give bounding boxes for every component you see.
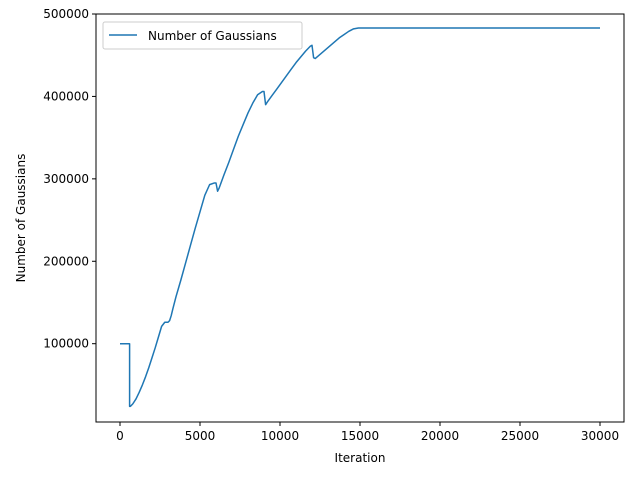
x-tick-label: 20000 — [421, 429, 459, 443]
x-tick-label: 0 — [116, 429, 124, 443]
x-tick-label: 25000 — [501, 429, 539, 443]
series-group — [120, 27, 600, 408]
x-tick-label: 15000 — [341, 429, 379, 443]
y-tick-label: 500000 — [43, 7, 89, 21]
legend: Number of Gaussians — [102, 21, 303, 50]
series-line-0 — [120, 27, 600, 408]
y-tick-label: 100000 — [43, 337, 89, 351]
y-tick-label: 400000 — [43, 89, 89, 103]
x-axis-ticks: 0 5000 10000 15000 20000 25000 30000 — [116, 422, 619, 443]
x-tick-label: 30000 — [581, 429, 619, 443]
x-axis-label: Iteration — [335, 451, 386, 465]
legend-label: Number of Gaussians — [148, 29, 277, 43]
y-axis-label: Number of Gaussians — [14, 154, 28, 283]
y-axis-ticks: 100000 200000 300000 400000 500000 — [43, 7, 96, 351]
plot-area — [96, 14, 624, 422]
legend-box — [102, 21, 303, 50]
y-tick-label: 200000 — [43, 254, 89, 268]
x-tick-label: 10000 — [261, 429, 299, 443]
y-tick-label: 300000 — [43, 172, 89, 186]
x-tick-label: 5000 — [185, 429, 216, 443]
